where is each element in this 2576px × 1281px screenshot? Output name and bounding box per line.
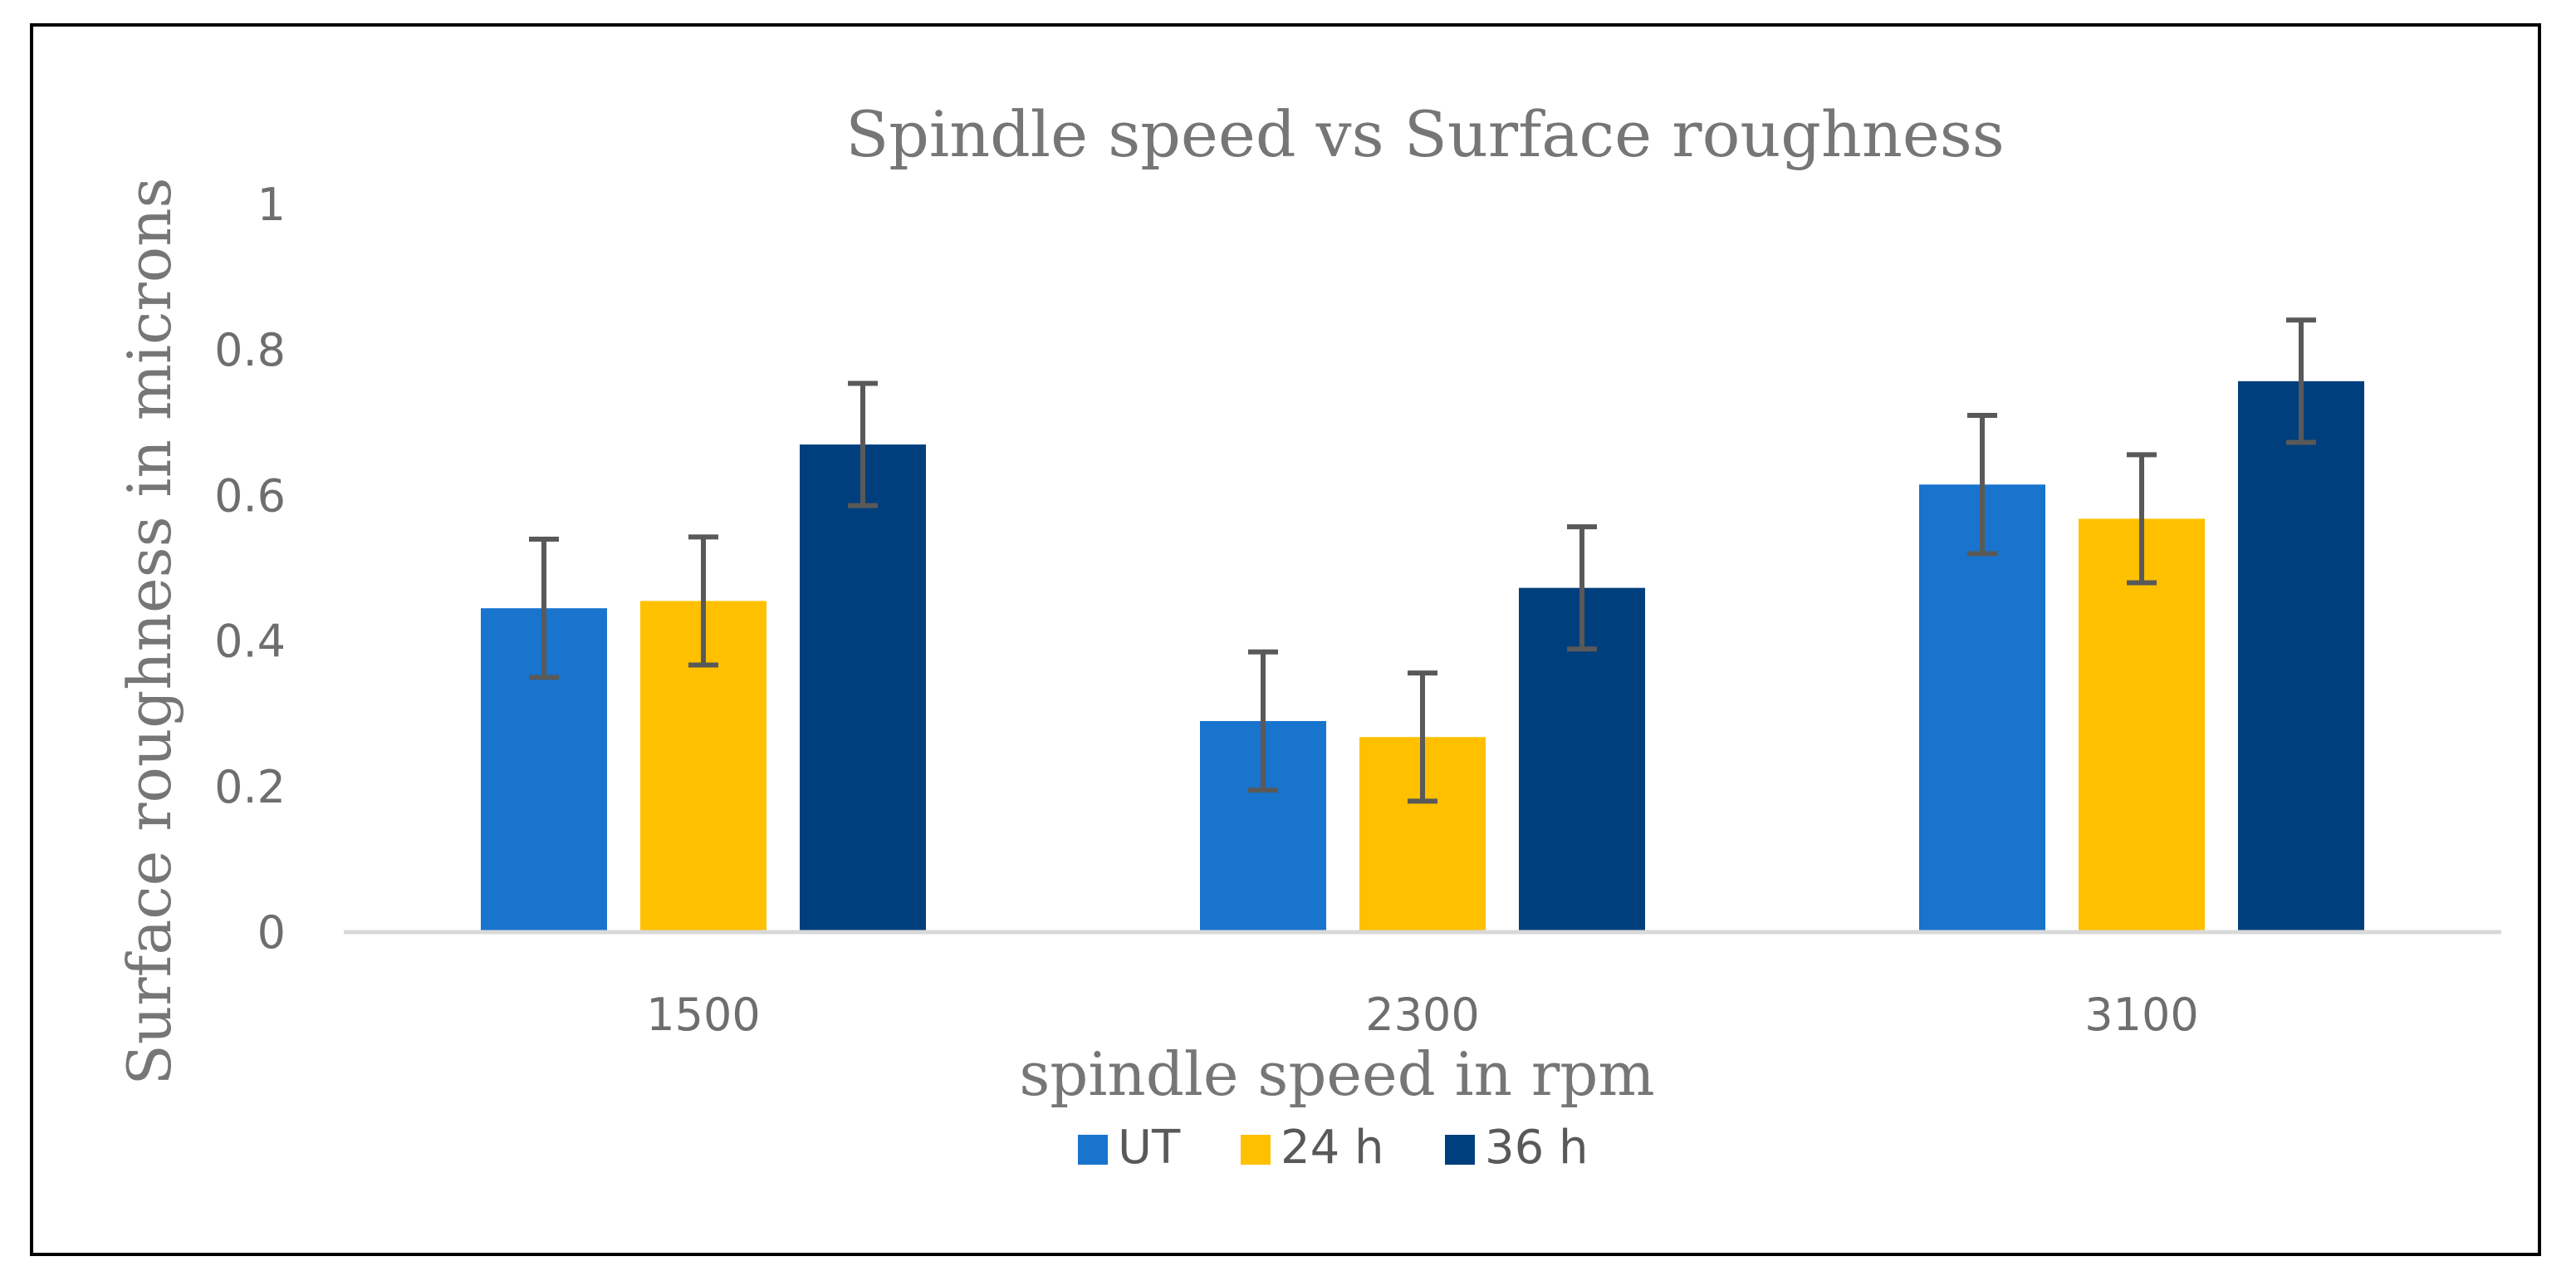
legend-label: 24 h: [1281, 1121, 1384, 1175]
legend-label: 36 h: [1485, 1121, 1589, 1175]
bar-36h-3100: [2238, 380, 2364, 932]
error-bar-UT-1500: [529, 536, 559, 680]
legend-item-36h: 36 h: [1445, 1121, 1589, 1175]
legend-swatch: [1241, 1135, 1271, 1165]
y-tick-label: 1: [257, 179, 286, 231]
x-tick-label: 3100: [2084, 989, 2198, 1041]
chart-title: Spindle speed vs Surface roughness: [845, 97, 2005, 171]
legend-label: UT: [1118, 1121, 1181, 1175]
legend-item-24h: 24 h: [1241, 1121, 1384, 1175]
x-axis-title: spindle speed in rpm: [1019, 1039, 1654, 1109]
x-tick-labels: 1500 2300 3100: [646, 989, 2198, 1041]
y-tick-label: 0: [257, 906, 286, 959]
x-tick-label: 1500: [646, 989, 760, 1041]
bar-UT-3100: [1919, 484, 2045, 932]
y-tick-labels: 0 0.2 0.4 0.6 0.8 1: [214, 179, 286, 959]
error-bar-36h-3100: [2286, 317, 2316, 445]
error-bar-UT-3100: [1967, 413, 1997, 557]
y-tick-label: 0.6: [214, 469, 286, 522]
legend-item-UT: UT: [1078, 1121, 1181, 1175]
y-axis-title: Surface roughness in microns: [115, 178, 184, 1086]
legend: UT 24 h 36 h: [1078, 1121, 1589, 1175]
error-bars-group: [529, 317, 2316, 804]
x-tick-label: 2300: [1365, 989, 1479, 1041]
error-bar-24h-2300: [1408, 670, 1437, 804]
legend-swatch: [1445, 1135, 1475, 1165]
error-bar-36h-1500: [848, 380, 878, 508]
error-bar-24h-3100: [2127, 452, 2157, 586]
legend-swatch: [1078, 1135, 1108, 1165]
bar-36h-1500: [800, 444, 926, 932]
y-tick-label: 0.4: [214, 616, 286, 668]
error-bar-36h-2300: [1567, 524, 1597, 652]
bars-group: [481, 380, 2364, 932]
error-bar-UT-2300: [1248, 649, 1278, 793]
y-tick-label: 0.2: [214, 761, 286, 813]
error-bar-24h-1500: [688, 534, 718, 668]
y-tick-label: 0.8: [214, 324, 286, 376]
bar-24h-3100: [2079, 518, 2205, 932]
